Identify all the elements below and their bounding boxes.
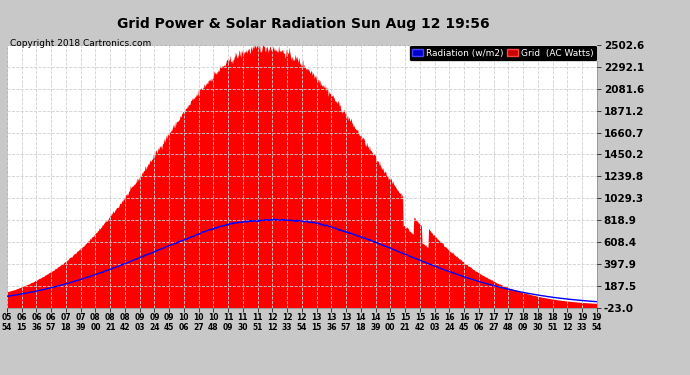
Text: Grid Power & Solar Radiation Sun Aug 12 19:56: Grid Power & Solar Radiation Sun Aug 12 … — [117, 17, 490, 31]
Text: Copyright 2018 Cartronics.com: Copyright 2018 Cartronics.com — [10, 39, 152, 48]
Legend: Radiation (w/m2), Grid  (AC Watts): Radiation (w/m2), Grid (AC Watts) — [408, 45, 597, 61]
